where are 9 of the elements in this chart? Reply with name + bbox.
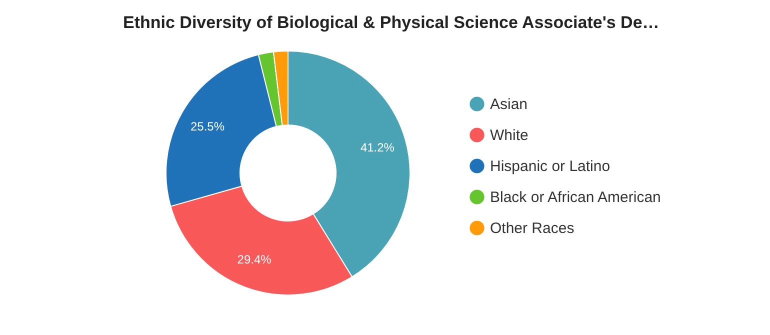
data-label: 41.2%: [360, 140, 395, 155]
legend-label: Other Races: [490, 220, 574, 237]
chart-title: Ethnic Diversity of Biological & Physical Science Associate's De…: [123, 13, 660, 32]
legend-label: Asian: [490, 96, 528, 113]
legend-label: Hispanic or Latino: [490, 158, 610, 175]
legend-label: White: [490, 127, 528, 144]
data-label: 25.5%: [190, 119, 225, 134]
legend-label: Black or African American: [490, 189, 661, 206]
data-label: 29.4%: [237, 252, 272, 267]
